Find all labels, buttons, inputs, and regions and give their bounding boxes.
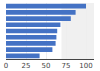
svg-text:0: 0: [4, 62, 8, 70]
svg-text:50: 50: [42, 62, 51, 70]
svg-text:25: 25: [22, 62, 31, 70]
svg-text:100: 100: [79, 62, 92, 70]
svg-text:75: 75: [62, 62, 71, 70]
